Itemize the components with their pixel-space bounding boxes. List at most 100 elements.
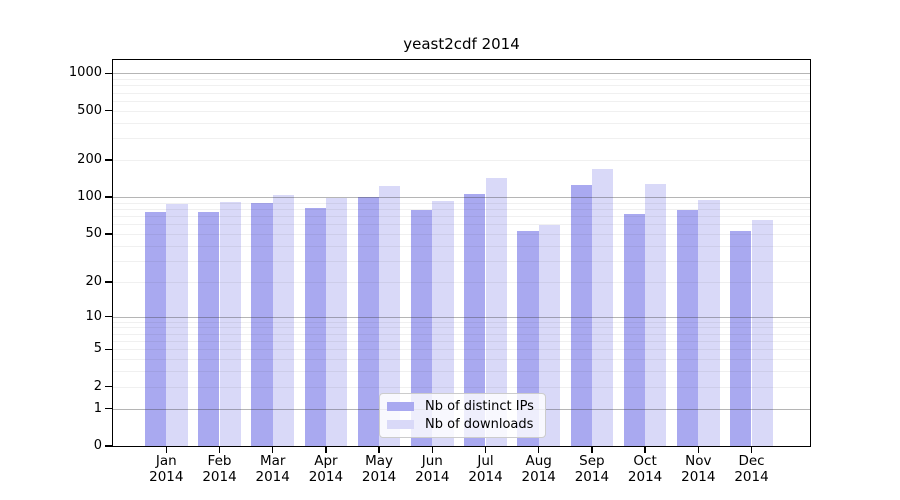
bar-sep-distinct-ips — [570, 185, 592, 446]
plot-area — [112, 59, 811, 447]
gridline — [113, 73, 810, 75]
gridline — [113, 202, 810, 204]
bar-oct-distinct-ips — [623, 213, 646, 446]
y-tick — [105, 72, 112, 75]
y-tick — [105, 385, 112, 388]
bar-jul-distinct-ips — [464, 194, 486, 446]
gridline — [113, 92, 810, 94]
gridline — [113, 197, 810, 199]
bar-may-distinct-ips — [357, 196, 380, 446]
x-tick — [591, 447, 593, 453]
x-tick — [644, 447, 646, 453]
x-tick-label-apr: Apr 2014 — [308, 453, 344, 485]
y-tick-label: 2 — [93, 378, 102, 394]
y-tick — [105, 407, 112, 410]
x-tick — [697, 447, 700, 453]
gridline — [113, 349, 810, 351]
x-tick-label-jun: Jun 2014 — [415, 453, 450, 485]
bar-apr-downloads — [325, 198, 348, 446]
gridline — [113, 224, 810, 226]
bar-mar-distinct-ips — [251, 203, 273, 446]
gridline — [113, 159, 810, 161]
y-tick — [105, 109, 112, 112]
gridline — [113, 327, 810, 329]
bar-nov-downloads — [698, 199, 720, 446]
x-tick — [271, 447, 274, 453]
legend-label: Nb of downloads — [425, 417, 534, 432]
x-tick-label-jan: Jan 2014 — [149, 453, 184, 485]
gridline — [113, 371, 810, 373]
x-tick-label-may: May 2014 — [361, 453, 397, 485]
x-tick — [218, 447, 221, 453]
y-tick-label: 50 — [85, 225, 102, 241]
gridline — [113, 85, 810, 87]
x-tick — [431, 447, 434, 453]
gridline — [113, 216, 810, 218]
gridline — [113, 79, 810, 81]
bar-feb-distinct-ips — [198, 211, 220, 446]
bar-oct-downloads — [645, 183, 667, 446]
gridline — [113, 333, 810, 335]
bar-feb-downloads — [219, 202, 241, 446]
y-tick-label: 200 — [77, 151, 102, 167]
gridline — [113, 260, 810, 262]
bar-jun-distinct-ips — [410, 209, 433, 446]
gridline — [113, 316, 810, 318]
downloads-swatch-icon — [387, 420, 414, 429]
bar-apr-distinct-ips — [304, 207, 326, 446]
y-tick — [105, 445, 112, 447]
y-tick-label: 0 — [93, 438, 102, 453]
gridline — [113, 100, 810, 102]
x-tick-label-jul: Jul 2014 — [468, 453, 503, 485]
gridline — [113, 138, 810, 140]
bar-jan-downloads — [166, 203, 188, 446]
y-tick — [105, 281, 112, 283]
gridline — [113, 110, 810, 112]
x-tick-label-oct: Oct 2014 — [627, 453, 663, 485]
legend-item-distinct-ips: Nb of distinct IPs — [387, 399, 545, 414]
y-tick-label: 1000 — [68, 65, 102, 81]
bar-jul-downloads — [485, 178, 507, 446]
bar-aug-downloads — [538, 225, 561, 446]
y-tick — [105, 159, 112, 161]
x-tick — [165, 447, 168, 453]
gridline — [113, 386, 810, 388]
x-tick-label-sep: Sep 2014 — [574, 453, 610, 485]
y-tick-label: 5 — [93, 341, 102, 357]
bar-jan-distinct-ips — [144, 211, 167, 446]
bar-dec-distinct-ips — [730, 230, 752, 446]
legend: Nb of distinct IPs Nb of downloads — [379, 393, 546, 438]
gridline — [113, 122, 810, 124]
chart-title: yeast2cdf 2014 — [403, 35, 520, 53]
x-tick — [325, 447, 327, 453]
bar-jun-downloads — [432, 200, 454, 446]
y-tick — [105, 196, 112, 198]
x-tick — [378, 447, 380, 453]
gridline — [113, 359, 810, 361]
x-tick — [484, 447, 487, 453]
bar-may-downloads — [379, 185, 401, 446]
x-tick-label-nov: Nov 2014 — [681, 453, 716, 485]
x-tick-label-dec: Dec 2014 — [734, 453, 769, 485]
bar-nov-distinct-ips — [676, 209, 699, 446]
y-tick — [105, 315, 112, 318]
distinct-ips-swatch-icon — [387, 402, 414, 411]
x-tick — [750, 447, 753, 453]
x-tick-label-mar: Mar 2014 — [255, 453, 290, 485]
y-tick-label: 100 — [77, 189, 102, 205]
gridline — [113, 341, 810, 343]
gridline — [113, 321, 810, 323]
gridline — [113, 281, 810, 283]
legend-label: Nb of distinct IPs — [425, 399, 534, 414]
y-tick-label: 500 — [77, 102, 102, 118]
bar-dec-downloads — [751, 220, 773, 446]
y-tick-label: 10 — [85, 308, 102, 324]
y-tick — [105, 233, 112, 235]
x-tick-label-aug: Aug 2014 — [521, 453, 556, 485]
y-tick-label: 1 — [93, 400, 102, 416]
x-tick — [537, 447, 540, 453]
bar-mar-downloads — [272, 194, 295, 446]
x-tick-label-feb: Feb 2014 — [202, 453, 237, 485]
bar-sep-downloads — [591, 169, 614, 446]
